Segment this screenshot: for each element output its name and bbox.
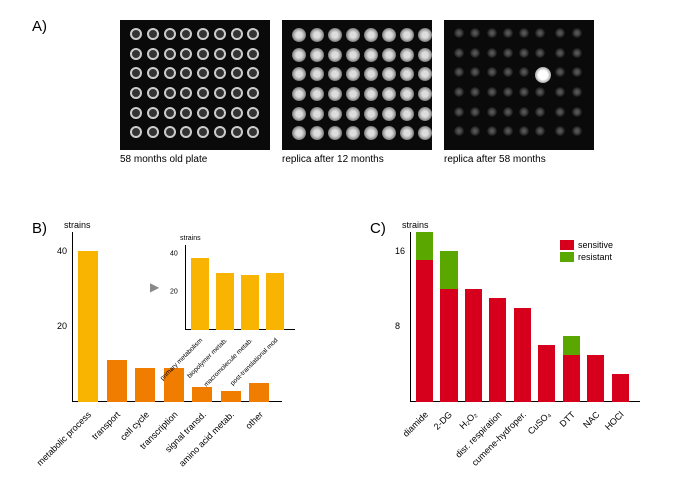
bar-segment xyxy=(416,232,433,260)
legend-resistant-label: resistant xyxy=(578,252,612,262)
bar xyxy=(135,368,155,402)
bar-segment xyxy=(587,355,604,402)
x-label: other xyxy=(243,409,265,431)
panel-c-label: C) xyxy=(370,220,386,237)
x-label: 2-DG xyxy=(432,409,454,431)
plate-1-caption: 58 months old plate xyxy=(120,154,270,165)
bar-segment xyxy=(489,298,506,402)
legend-sensitive: sensitive xyxy=(560,240,613,250)
legend-resistant: resistant xyxy=(560,252,613,262)
plate-3-wrap: replica after 58 months xyxy=(444,20,594,165)
x-label: DTT xyxy=(557,409,576,428)
y-tick: 20 xyxy=(170,289,178,296)
x-label: CuSO₄ xyxy=(525,409,552,436)
x-label: H₂O₂ xyxy=(457,409,479,431)
y-tick: 20 xyxy=(57,321,67,331)
chart-c-ylabel: strains xyxy=(402,220,429,230)
bar xyxy=(78,251,98,402)
bar xyxy=(266,273,284,330)
y-tick: 40 xyxy=(170,251,178,258)
x-label: amino acid metab. xyxy=(177,409,236,468)
plate-3 xyxy=(444,20,594,150)
bar-segment xyxy=(440,251,457,289)
plate-2 xyxy=(282,20,432,150)
bar-segment xyxy=(514,308,531,402)
x-label: HOCl xyxy=(603,409,626,432)
bar xyxy=(192,387,212,402)
bar-segment xyxy=(465,289,482,402)
y-tick: 40 xyxy=(57,246,67,256)
bar xyxy=(191,258,209,330)
inset-arrow-icon: ▶ xyxy=(150,280,159,294)
chart-b-inset: strains 2040primary metabolismbiopolymer… xyxy=(185,245,295,330)
y-tick: 8 xyxy=(395,321,400,331)
bar xyxy=(249,383,269,402)
plate-2-caption: replica after 12 months xyxy=(282,154,432,165)
y-tick: 16 xyxy=(395,246,405,256)
x-label: diamide xyxy=(401,409,430,438)
chart-b-ylabel: strains xyxy=(64,220,91,230)
bar xyxy=(107,360,127,402)
bar xyxy=(221,391,241,402)
chart-c-legend: sensitive resistant xyxy=(560,240,613,264)
bar-segment xyxy=(538,345,555,402)
plate-1-wrap: 58 months old plate xyxy=(120,20,270,165)
x-label: metabolic process xyxy=(35,409,93,467)
bar xyxy=(241,275,259,330)
plate-1 xyxy=(120,20,270,150)
plate-3-caption: replica after 58 months xyxy=(444,154,594,165)
bar-segment xyxy=(563,336,580,355)
chart-b-inset-ylabel: strains xyxy=(180,235,201,242)
x-label: transport xyxy=(90,409,122,441)
panel-a-images: 58 months old plate replica after 12 mon… xyxy=(120,20,594,165)
bar-segment xyxy=(440,289,457,402)
panel-a-label: A) xyxy=(32,18,47,35)
bar-segment xyxy=(563,355,580,402)
bar xyxy=(216,273,234,330)
legend-sensitive-label: sensitive xyxy=(578,240,613,250)
bar-segment xyxy=(416,260,433,402)
plate-2-wrap: replica after 12 months xyxy=(282,20,432,165)
panel-b-label: B) xyxy=(32,220,47,237)
bar-segment xyxy=(612,374,629,402)
x-label: NAC xyxy=(581,409,602,430)
